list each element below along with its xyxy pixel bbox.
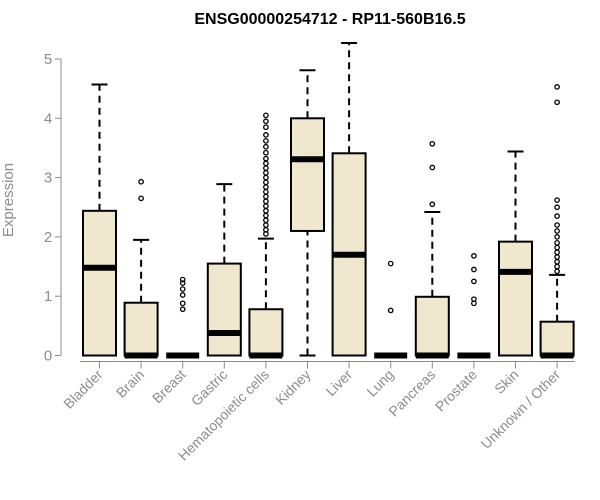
outlier-point [471, 296, 477, 303]
x-tick-label: Bladder [60, 366, 106, 412]
outlier-point [554, 249, 560, 256]
x-tick-label: Kidney [272, 366, 314, 408]
outlier-point [179, 292, 186, 298]
box-iqr [498, 240, 533, 357]
box-breast [166, 276, 200, 359]
x-tick-label: Unknown / Other [478, 366, 564, 452]
outlier-point [179, 280, 186, 287]
outlier-point [138, 195, 144, 202]
outlier-point [263, 118, 269, 125]
outlier-point [554, 239, 560, 246]
outlier-point [554, 254, 560, 260]
box-bladder [82, 83, 117, 357]
box-gastric [206, 183, 242, 357]
outlier-point [554, 258, 560, 265]
box-skin [498, 150, 533, 357]
outlier-point [554, 197, 560, 203]
x-tick-label: Skin [491, 366, 522, 397]
box-iqr [539, 320, 575, 357]
box-iqr [248, 308, 284, 357]
outlier-point [263, 170, 269, 176]
y-axis-label: Expression [0, 163, 17, 237]
outlier-point [263, 193, 269, 200]
outlier-point [554, 213, 560, 219]
y-tick-label: 3 [44, 170, 52, 187]
box-iqr [82, 209, 117, 357]
outlier-point [263, 207, 269, 214]
outlier-point [263, 188, 269, 195]
y-tick-label: 2 [44, 229, 52, 246]
outlier-point [263, 203, 269, 209]
outlier-point [429, 164, 436, 171]
boxes-group [82, 41, 575, 359]
box-lung [374, 260, 408, 359]
outlier-point [263, 217, 269, 224]
outlier-point [263, 124, 269, 131]
outlier-point [263, 132, 269, 138]
x-tick-label: Liver [322, 366, 355, 399]
box-iqr [206, 262, 242, 357]
box-iqr [123, 301, 159, 357]
outlier-point [471, 278, 477, 285]
box-unknown-other [539, 84, 575, 359]
outlier-point [138, 178, 144, 185]
outlier-point [179, 306, 186, 313]
outlier-point [263, 137, 269, 144]
outlier-point [263, 179, 269, 186]
box-kidney [290, 69, 325, 357]
outlier-point [554, 234, 560, 240]
outlier-point [554, 99, 560, 106]
outlier-point [554, 268, 560, 275]
outlier-point [263, 165, 269, 171]
outlier-point [263, 112, 269, 119]
outlier-point [263, 155, 269, 162]
outlier-point [263, 149, 269, 156]
outlier-point [263, 160, 269, 167]
x-tick-label: Prostate [432, 366, 480, 414]
outlier-point [554, 263, 560, 270]
y-axis: 0 1 2 3 4 5 [44, 51, 62, 365]
box-iqr [414, 295, 450, 357]
y-tick-label: 0 [44, 348, 52, 365]
outlier-point [263, 198, 269, 205]
box-pancreas [414, 140, 450, 359]
x-tick-label: Breast [149, 366, 189, 406]
outlier-point [429, 201, 436, 208]
outlier-point [554, 222, 560, 228]
outlier-point [429, 140, 436, 147]
outlier-point [179, 276, 186, 283]
box-hematopoietic-cells [248, 112, 284, 359]
outlier-point [263, 143, 269, 150]
y-tick-label: 5 [44, 51, 52, 68]
box-prostate [457, 253, 491, 359]
outlier-point [554, 228, 560, 234]
x-tick-label: Lung [363, 366, 396, 399]
outlier-point [179, 300, 186, 307]
outlier-point [471, 266, 477, 273]
outlier-point [554, 204, 560, 211]
outlier-point [263, 184, 269, 190]
outlier-point [263, 222, 269, 228]
outlier-point [263, 212, 269, 219]
box-liver [331, 41, 367, 357]
outlier-point [387, 307, 394, 314]
box-brain [123, 178, 159, 359]
outlier-point [554, 84, 560, 90]
y-tick-label: 4 [44, 110, 52, 127]
chart-title: ENSG00000254712 - RP11-560B16.5 [194, 11, 465, 28]
outlier-point [263, 174, 269, 181]
y-tick-label: 1 [44, 288, 52, 305]
outlier-point [471, 253, 477, 259]
outlier-point [179, 286, 186, 292]
outlier-point [554, 244, 560, 251]
box-iqr [290, 117, 325, 232]
x-tick-label: Brain [113, 366, 147, 400]
outlier-point [387, 260, 394, 267]
